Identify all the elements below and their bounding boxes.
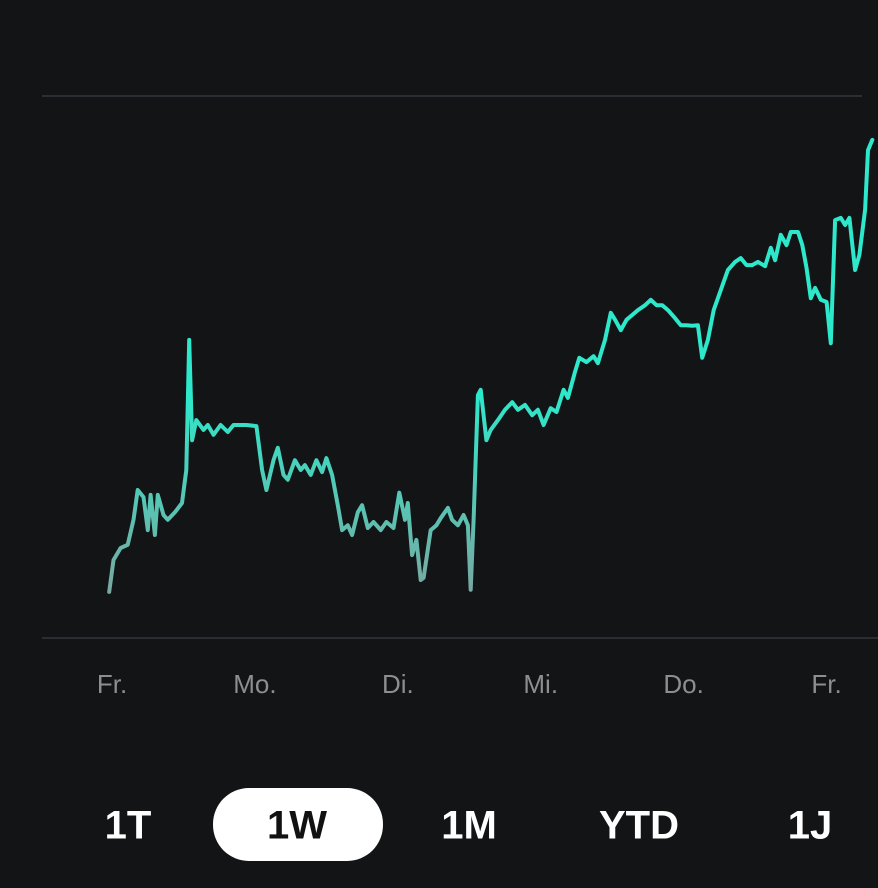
x-tick-label: Mi.: [523, 669, 558, 699]
range-button[interactable]: 1J: [788, 804, 833, 848]
x-tick-label: Fr.: [811, 669, 841, 699]
range-button-label[interactable]: 1J: [788, 804, 833, 848]
range-button-label[interactable]: 1T: [105, 804, 152, 848]
range-button-highlight: [213, 788, 383, 861]
price-line: [107, 137, 875, 594]
x-tick-label: Fr.: [97, 669, 127, 699]
range-button-label[interactable]: YTD: [599, 804, 679, 848]
range-button[interactable]: YTD: [599, 804, 679, 848]
range-button[interactable]: 1T: [105, 804, 152, 848]
x-tick-label: Di.: [382, 669, 414, 699]
range-button[interactable]: 1W: [213, 788, 383, 861]
range-button-label[interactable]: 1M: [441, 804, 497, 848]
x-tick-label: Mo.: [233, 669, 276, 699]
range-button-label[interactable]: 1W: [267, 804, 327, 848]
x-tick-label: Do.: [663, 669, 703, 699]
range-button[interactable]: 1M: [441, 804, 497, 848]
